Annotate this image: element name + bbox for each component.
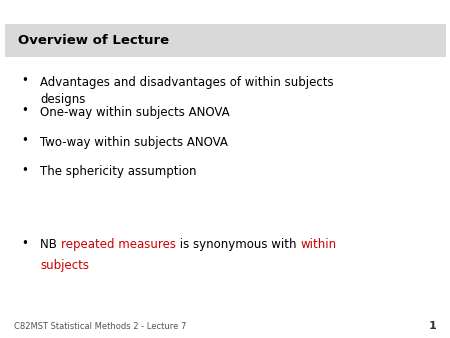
Text: NB: NB bbox=[40, 238, 61, 251]
Text: Advantages and disadvantages of within subjects
designs: Advantages and disadvantages of within s… bbox=[40, 76, 334, 105]
Text: One-way within subjects ANOVA: One-way within subjects ANOVA bbox=[40, 106, 230, 119]
Text: subjects: subjects bbox=[40, 259, 90, 272]
Text: Overview of Lecture: Overview of Lecture bbox=[18, 34, 169, 47]
Text: within: within bbox=[301, 238, 337, 251]
Text: •: • bbox=[21, 164, 28, 176]
Text: repeated measures: repeated measures bbox=[61, 238, 176, 251]
Text: is synonymous with: is synonymous with bbox=[176, 238, 301, 251]
Text: 1: 1 bbox=[429, 320, 436, 331]
Text: Two-way within subjects ANOVA: Two-way within subjects ANOVA bbox=[40, 136, 228, 148]
Text: •: • bbox=[21, 237, 28, 249]
Text: •: • bbox=[21, 74, 28, 87]
Text: •: • bbox=[21, 134, 28, 147]
FancyBboxPatch shape bbox=[4, 24, 446, 57]
Text: •: • bbox=[21, 104, 28, 117]
Text: The sphericity assumption: The sphericity assumption bbox=[40, 165, 197, 178]
Text: C82MST Statistical Methods 2 - Lecture 7: C82MST Statistical Methods 2 - Lecture 7 bbox=[14, 321, 186, 331]
